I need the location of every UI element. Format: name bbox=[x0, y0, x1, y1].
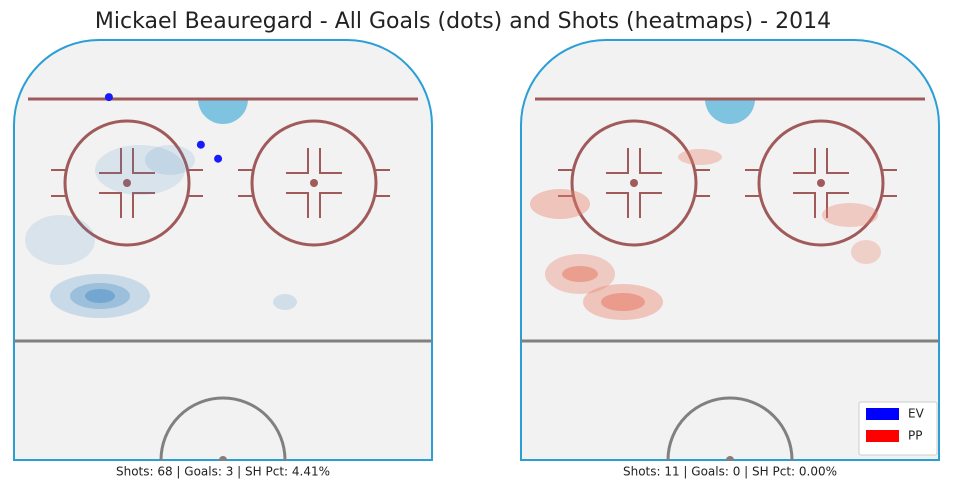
hash-mark bbox=[826, 192, 849, 218]
goal-dot bbox=[196, 140, 205, 149]
faceoff-circle bbox=[757, 119, 885, 247]
hash-mark bbox=[793, 192, 816, 218]
faceoff-dot bbox=[310, 179, 318, 187]
center-dot bbox=[726, 456, 734, 461]
heatmap bbox=[95, 145, 185, 195]
rink bbox=[520, 39, 940, 461]
panel: Shots: 68 | Goals: 3 | SH Pct: 4.41% bbox=[13, 39, 433, 479]
hash-mark bbox=[286, 192, 309, 218]
hash-mark bbox=[319, 148, 342, 174]
hash-mark bbox=[826, 148, 849, 174]
legend-swatch bbox=[866, 408, 899, 420]
crease bbox=[705, 99, 755, 124]
center-dot bbox=[219, 456, 227, 461]
heatmap bbox=[145, 145, 195, 175]
hash-mark bbox=[132, 148, 155, 174]
heatmap bbox=[822, 203, 878, 227]
faceoff-dot bbox=[817, 179, 825, 187]
legend-label: PP bbox=[908, 429, 922, 443]
hash-mark bbox=[132, 192, 155, 218]
faceoff-circle bbox=[570, 119, 698, 247]
faceoff-circle bbox=[250, 119, 378, 247]
panel-caption: Shots: 68 | Goals: 3 | SH Pct: 4.41% bbox=[116, 465, 330, 479]
heatmap bbox=[530, 189, 590, 219]
hash-mark bbox=[99, 148, 122, 174]
heatmap bbox=[562, 266, 598, 282]
hash-mark bbox=[639, 192, 662, 218]
legend-swatch bbox=[866, 430, 899, 442]
heatmap bbox=[678, 149, 722, 165]
panel: Shots: 11 | Goals: 0 | SH Pct: 0.00% bbox=[520, 39, 940, 479]
heatmap bbox=[25, 215, 95, 265]
faceoff-dot bbox=[123, 179, 131, 187]
rink bbox=[13, 39, 433, 461]
faceoff-circle bbox=[63, 119, 191, 247]
hash-mark bbox=[606, 192, 629, 218]
heatmap bbox=[851, 240, 881, 264]
hash-mark bbox=[319, 192, 342, 218]
chart-title: Mickael Beauregard - All Goals (dots) an… bbox=[95, 9, 831, 34]
hash-mark bbox=[639, 148, 662, 174]
heatmap bbox=[85, 289, 115, 303]
center-circle bbox=[159, 396, 287, 461]
center-circle bbox=[666, 396, 794, 461]
goal-dot bbox=[104, 93, 113, 102]
ice bbox=[13, 39, 433, 461]
goal-dot bbox=[214, 154, 223, 163]
faceoff-dot bbox=[630, 179, 638, 187]
hash-mark bbox=[606, 148, 629, 174]
ice bbox=[520, 39, 940, 461]
legend: EV PP bbox=[858, 401, 938, 456]
panel-caption: Shots: 11 | Goals: 0 | SH Pct: 0.00% bbox=[623, 465, 837, 479]
hash-mark bbox=[793, 148, 816, 174]
crease bbox=[198, 99, 248, 124]
hash-mark bbox=[286, 148, 309, 174]
heatmap bbox=[601, 293, 645, 311]
hash-mark bbox=[99, 192, 122, 218]
legend-label: EV bbox=[908, 407, 925, 421]
heatmap bbox=[273, 294, 297, 310]
